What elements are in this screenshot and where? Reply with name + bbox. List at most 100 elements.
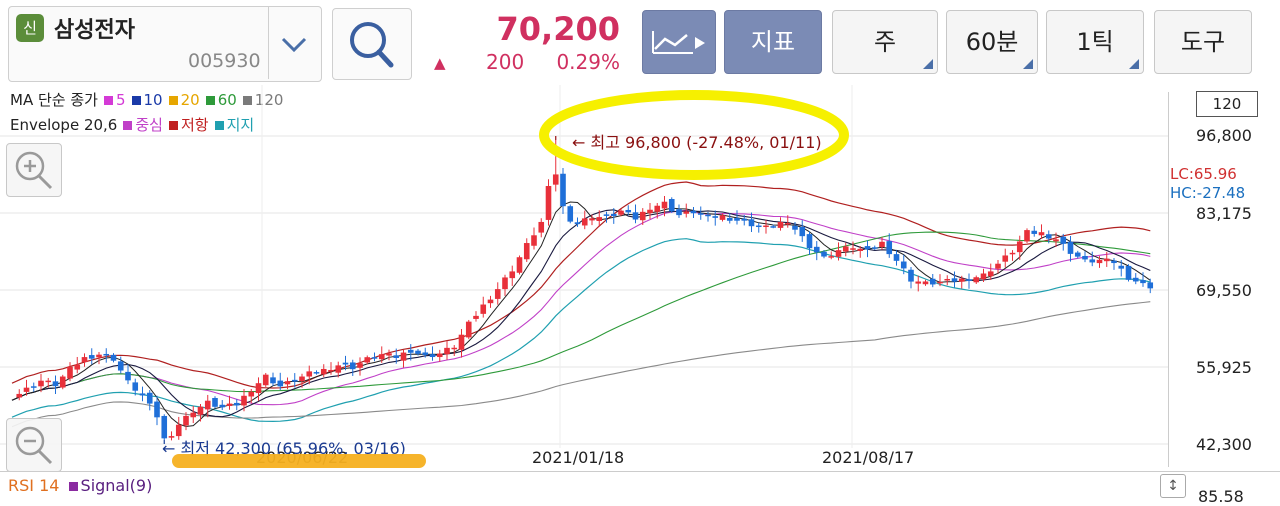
line-chart-icon	[652, 31, 705, 54]
candle-body	[864, 246, 871, 250]
candle-body	[748, 219, 755, 227]
candle-body	[755, 225, 762, 228]
chart-type-button[interactable]	[642, 10, 716, 74]
ma-period-box[interactable]: 120	[1196, 91, 1258, 117]
hc-label: HC:-27.48	[1170, 184, 1246, 202]
credit-badge: 신	[16, 14, 44, 42]
candle-body	[879, 241, 885, 247]
candle-body	[400, 352, 407, 361]
candle-body	[407, 349, 414, 353]
candle-body	[183, 415, 189, 426]
candle-body	[255, 383, 262, 394]
candle-body	[603, 214, 610, 216]
zoom-in-button[interactable]	[6, 143, 62, 197]
candle-body	[734, 218, 740, 221]
candle-body	[23, 387, 30, 392]
candle-body	[45, 380, 52, 383]
candle-body	[908, 269, 914, 282]
envelope-item-label: 중심	[135, 116, 163, 134]
candle-body	[647, 209, 653, 214]
candle-body	[262, 374, 269, 386]
candle-body	[1002, 255, 1009, 262]
price-chart[interactable]	[0, 85, 1168, 471]
candle-body	[1053, 239, 1059, 242]
ma-legend-title: MA 단순 종가	[10, 91, 98, 109]
candle-body	[378, 354, 385, 360]
x-tick-label: 2021/01/18	[532, 448, 625, 467]
ma-item-label: 20	[180, 91, 200, 109]
candle-body	[212, 397, 218, 407]
candle-body	[944, 278, 951, 281]
envelope-resistance-line	[11, 181, 1151, 389]
high-annotation: ← 최고 96,800 (-27.48%, 01/11)	[572, 133, 822, 152]
signal-label: Signal(9)	[80, 476, 153, 495]
candle-body	[1009, 252, 1016, 255]
period-60min-button[interactable]: 60분	[946, 10, 1038, 74]
stock-name[interactable]: 삼성전자	[54, 18, 135, 43]
candle-body	[857, 248, 864, 252]
search-button[interactable]	[332, 8, 412, 80]
candle-body	[632, 212, 639, 220]
indicator-button[interactable]: 지표	[724, 10, 822, 74]
candle-body	[502, 277, 508, 290]
x-tick-label: 2021/08/17	[822, 448, 915, 467]
stock-selector[interactable]	[8, 6, 322, 82]
period-tick-button[interactable]: 1틱	[1046, 10, 1144, 74]
envelope-item-label: 지지	[226, 116, 255, 134]
signal-color-swatch	[68, 482, 78, 491]
ma-legend[interactable]: MA 단순 종가 5 10 20 60 120	[10, 89, 283, 110]
zoom-out-button[interactable]	[6, 418, 62, 472]
candle-body	[973, 277, 980, 283]
candle-body	[813, 246, 820, 253]
candle-body	[792, 225, 798, 230]
candle-body	[139, 393, 146, 396]
candle-body	[821, 251, 827, 257]
envelope-legend[interactable]: Envelope 20,6 중심 저항 지지	[10, 114, 254, 135]
rsi-label: RSI 14	[8, 476, 60, 495]
candle-body	[125, 371, 131, 381]
candle-body	[1103, 258, 1110, 262]
chevron-down-icon	[281, 37, 307, 53]
candle-body	[958, 278, 965, 282]
candle-body	[357, 363, 363, 368]
candle-body	[567, 206, 574, 222]
candle-body	[835, 250, 842, 257]
ma60-line	[11, 231, 1151, 401]
corner-arrow-icon	[1129, 59, 1139, 69]
ma120-line	[11, 301, 1151, 428]
ma-item-swatch	[242, 96, 252, 105]
y-tick-label: 83,175	[1196, 204, 1252, 223]
stock-dropdown-button[interactable]	[268, 7, 319, 79]
period-60min-label: 60분	[965, 28, 1019, 56]
ma-item-swatch	[103, 96, 113, 105]
candle-body	[59, 376, 66, 388]
candle-body	[915, 281, 922, 284]
y-tick-label: 55,925	[1196, 358, 1252, 377]
ma-item-label: 5	[115, 91, 126, 109]
period-week-button[interactable]: 주	[832, 10, 938, 74]
candle-body	[966, 279, 972, 281]
candle-body	[473, 315, 479, 319]
candle-body	[552, 174, 559, 185]
candle-body	[415, 350, 421, 354]
candle-body	[335, 365, 342, 373]
candle-body	[132, 382, 139, 391]
envelope-support-line	[11, 238, 1151, 423]
low-annotation: ← 최저 42,300 (65.96%, 03/16)	[162, 439, 406, 458]
ma-item-swatch	[205, 96, 215, 105]
candle-body	[683, 211, 690, 214]
rsi-panel[interactable]	[0, 471, 1280, 504]
candle-body	[422, 352, 429, 355]
panel-resize-icon[interactable]: ↕	[1160, 474, 1186, 498]
candle-body	[639, 211, 646, 221]
candles	[16, 136, 1154, 444]
candle-body	[850, 248, 856, 250]
candle-body	[1074, 252, 1081, 257]
candle-body	[610, 213, 617, 217]
candle-body	[995, 263, 1001, 269]
candle-body	[458, 334, 465, 350]
candle-body	[980, 273, 987, 280]
tools-button[interactable]: 도구	[1154, 10, 1252, 74]
candle-body	[1140, 280, 1146, 284]
candle-body	[1045, 234, 1052, 239]
